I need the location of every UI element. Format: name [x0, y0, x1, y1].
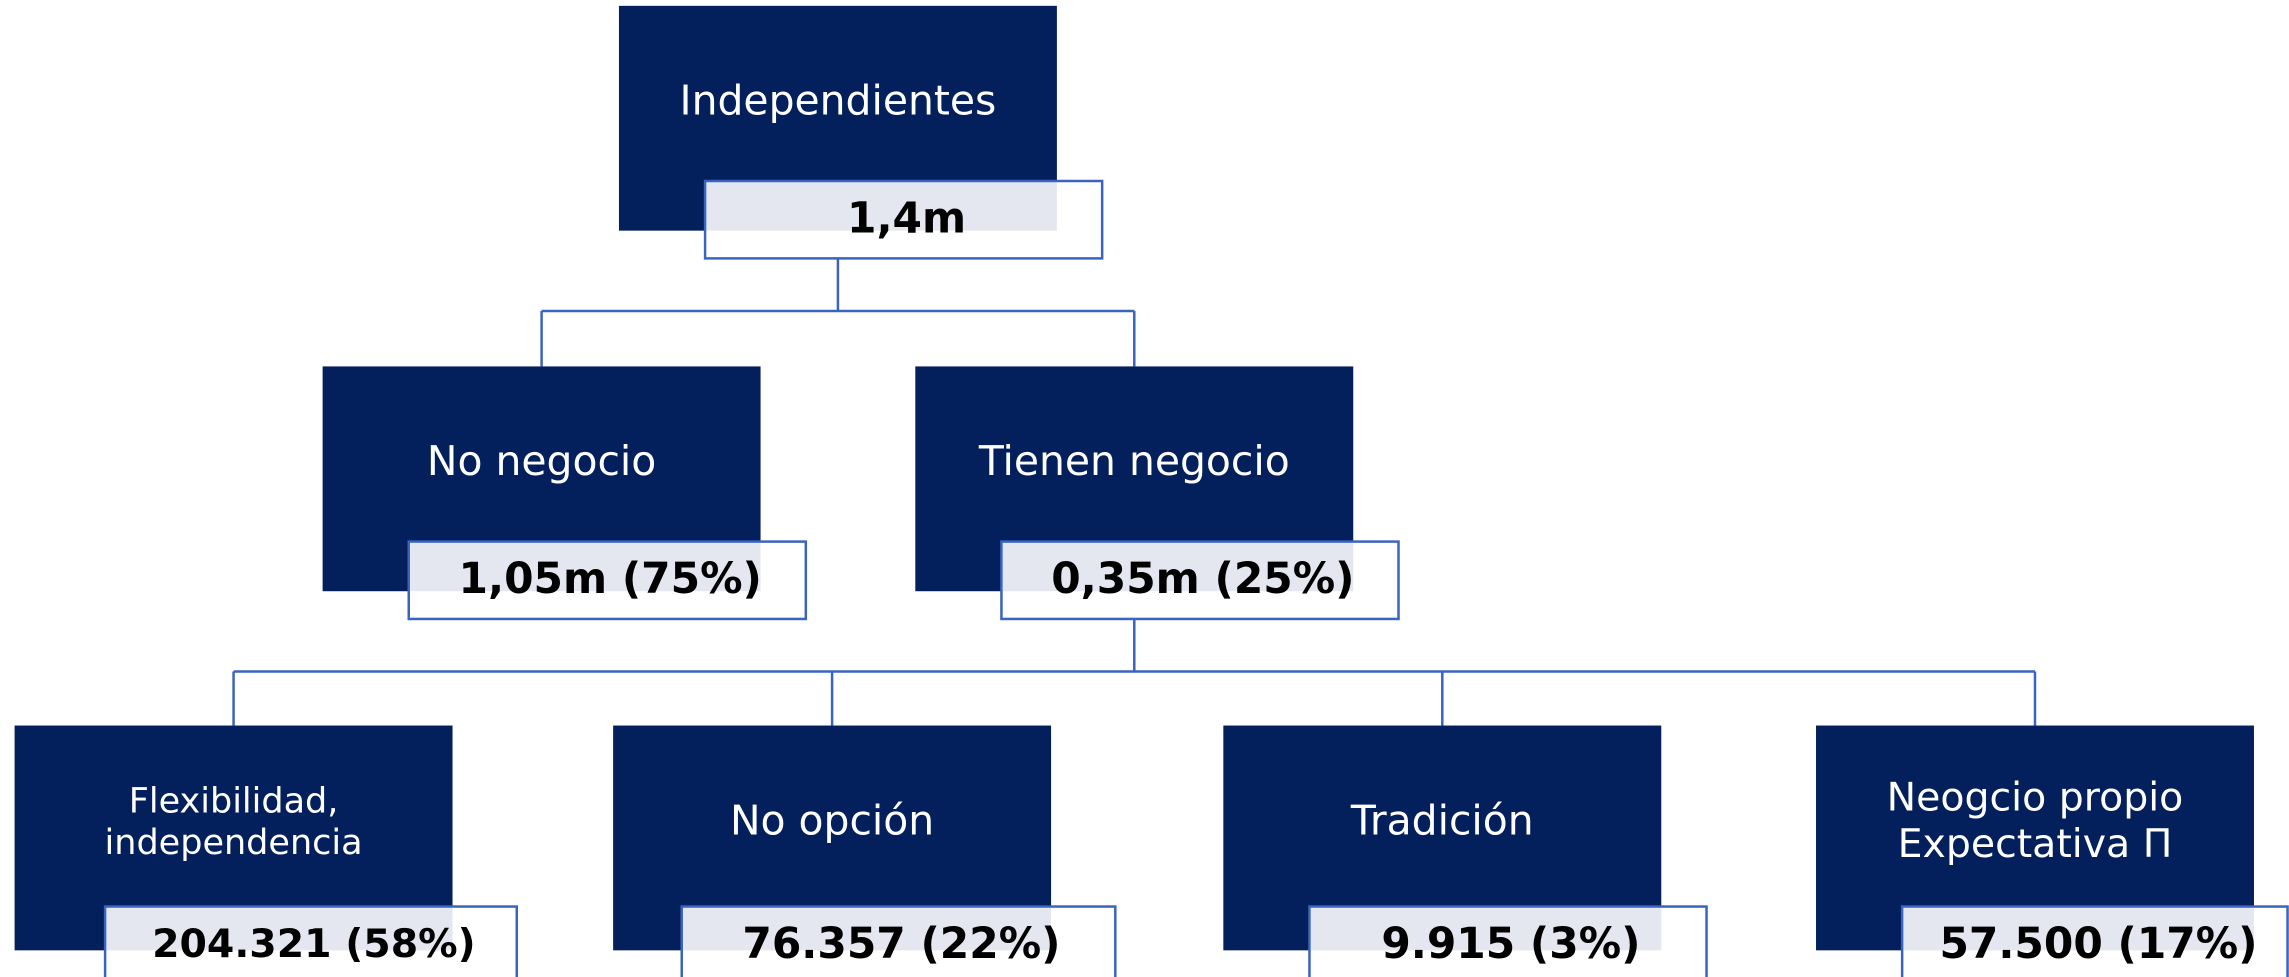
node-label: Tradición — [1350, 796, 1534, 844]
value-box-overlap — [1310, 908, 1662, 951]
node-value: 1,4m — [847, 194, 966, 243]
node-value: 9.915 (3%) — [1381, 919, 1640, 968]
node-label: Neogcio propio — [1887, 775, 2184, 821]
node-label: Flexibilidad, — [129, 781, 339, 822]
tree-node: Tienen negocio 0,35m (25%) — [915, 366, 1400, 621]
node-label: Independientes — [680, 77, 997, 125]
node-value: 1,05m (75%) — [459, 554, 762, 603]
node-label: Expectativa Π — [1898, 821, 2173, 867]
value-box-overlap — [683, 908, 1052, 951]
node-label: Tienen negocio — [978, 437, 1290, 485]
value-box-overlap — [706, 182, 1057, 231]
node-value: 57.500 (17%) — [1939, 919, 2257, 968]
node-label: No negocio — [427, 437, 656, 485]
node-label: No opción — [730, 796, 934, 844]
tree-node: Flexibilidad,independencia 204.321 (58%) — [14, 725, 519, 977]
tree-node: Independientes 1,4m — [618, 5, 1104, 260]
node-value: 76.357 (22%) — [742, 919, 1060, 968]
node-value: 0,35m (25%) — [1051, 554, 1354, 603]
tree-node: No opción 76.357 (22%) — [613, 725, 1117, 977]
value-box-overlap — [1002, 543, 1354, 592]
node-label: independencia — [105, 822, 363, 863]
value-box-overlap — [106, 908, 453, 951]
connector — [232, 618, 2037, 726]
node-value: 204.321 (58%) — [152, 921, 476, 967]
tree-node: No negocio 1,05m (75%) — [322, 366, 808, 621]
value-box-overlap — [1903, 908, 2254, 951]
connectors — [232, 258, 2037, 726]
connector — [540, 258, 1136, 367]
tree-node: Tradición 9.915 (3%) — [1223, 725, 1708, 977]
value-box-overlap — [410, 543, 761, 592]
